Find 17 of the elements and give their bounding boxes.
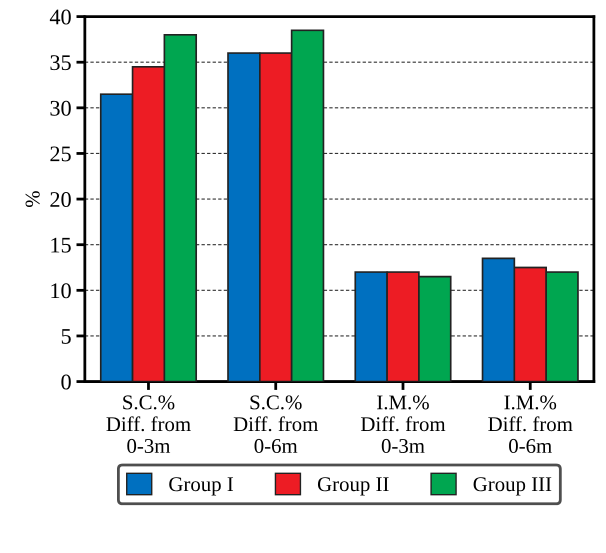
y-tick-label: 10 — [51, 283, 71, 298]
x-tick-label: S.C.% Diff. from 0-3m — [106, 395, 191, 453]
y-tick-label: 20 — [50, 192, 71, 208]
x-tick-label: I.M.% Diff. from 0-6m — [488, 395, 573, 453]
legend-label: Group I — [169, 477, 234, 496]
y-axis-title: % — [26, 191, 40, 208]
legend-label: Group II — [318, 477, 389, 496]
x-tick-label: S.C.% Diff. from 0-6m — [234, 395, 318, 453]
y-tick-label: 35 — [50, 55, 71, 70]
x-tick-label: I.M.% Diff. from 0-3m — [360, 395, 446, 453]
y-tick-label: 25 — [50, 146, 71, 162]
y-tick-label: 40 — [50, 10, 71, 25]
y-tick-label: 30 — [50, 100, 71, 116]
y-tick-label: 0 — [61, 374, 71, 390]
y-tick-label: 15 — [51, 238, 71, 253]
y-tick-label: 5 — [62, 329, 71, 344]
legend-label: Group III — [474, 477, 552, 496]
